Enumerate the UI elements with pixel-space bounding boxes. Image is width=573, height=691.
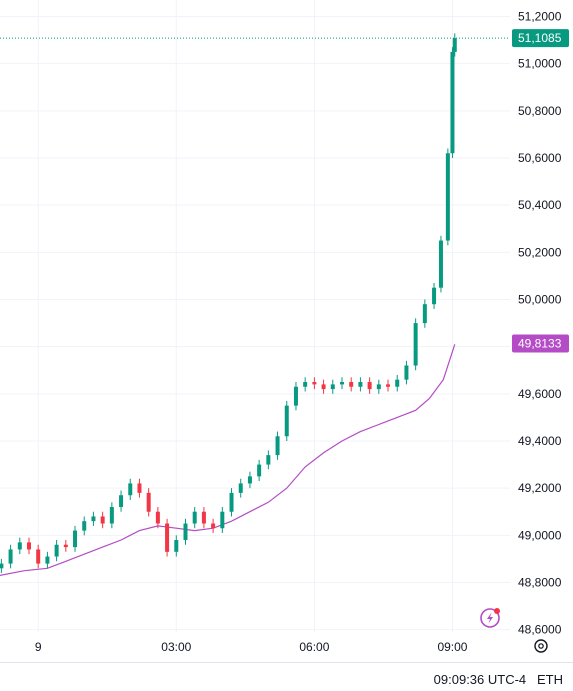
candle-body: [452, 38, 457, 52]
candle-body: [45, 556, 50, 564]
y-tick-label: 50,2000: [518, 245, 562, 259]
candle-body: [73, 530, 78, 548]
lightning-icon[interactable]: [480, 608, 500, 628]
candle-body: [438, 240, 443, 288]
candle-body: [358, 382, 363, 387]
candle-body: [422, 304, 427, 324]
y-tick-label: 51,2000: [518, 10, 562, 24]
candle-body: [349, 382, 354, 387]
candle-body: [192, 511, 197, 524]
x-tick-label: 06:00: [299, 640, 329, 654]
candle-body: [119, 495, 124, 508]
candle-body: [128, 483, 133, 496]
candle-body: [247, 476, 252, 484]
candle-body: [54, 544, 59, 557]
candle-body: [404, 365, 409, 380]
clock-time: 09:09:36 UTC-4: [433, 672, 527, 687]
candle-body: [201, 511, 206, 524]
x-tick-label: 03:00: [161, 640, 191, 654]
candle-body: [229, 492, 234, 512]
candle-body: [100, 516, 105, 524]
y-tick-label: 50,0000: [518, 292, 562, 306]
price-chart[interactable]: 51,2000 51,0000 50,8000 50,6000 50,4000 50,20…: [0, 0, 573, 662]
candle-body: [109, 507, 114, 524]
candle-body: [376, 384, 381, 390]
session-label: ETH: [537, 672, 563, 687]
candle-body: [395, 379, 400, 387]
last-price-badge-text: 51,1085: [518, 31, 562, 45]
moving-average-badge: [512, 334, 569, 353]
candle-body: [312, 382, 317, 385]
candle-body: [386, 384, 391, 387]
moving-average-badge-text: 49,8133: [518, 337, 562, 351]
y-tick-label: 48,8000: [518, 575, 562, 589]
y-tick-label: 50,4000: [518, 198, 562, 212]
candle-body: [146, 492, 151, 512]
candle-body: [91, 516, 96, 522]
candle-body: [257, 464, 262, 477]
y-tick-label: 49,6000: [518, 387, 562, 401]
candle-body: [275, 436, 280, 456]
y-tick-label: 48,6000: [518, 623, 562, 637]
candle-body: [303, 382, 308, 387]
y-tick-label: 49,0000: [518, 528, 562, 542]
candle-body: [266, 455, 271, 465]
y-tick-label: 49,2000: [518, 481, 562, 495]
y-tick-label: 51,0000: [518, 57, 562, 71]
candle-body: [8, 549, 13, 564]
y-tick-label: 50,8000: [518, 104, 562, 118]
gear-icon[interactable]: [534, 639, 548, 653]
y-tick-label: 50,6000: [518, 151, 562, 165]
candle-body: [0, 563, 4, 569]
moving-average-line: [0, 344, 456, 576]
candle-body: [413, 323, 418, 366]
candle-body: [82, 521, 87, 531]
candle-body: [367, 382, 372, 390]
candle-body: [211, 523, 216, 529]
candle-body: [284, 405, 289, 437]
y-tick-label: 49,4000: [518, 434, 562, 448]
candle-body: [330, 384, 335, 390]
candle-body: [155, 511, 160, 524]
candle-body: [63, 544, 68, 548]
candle-body: [26, 542, 31, 550]
candle-body: [432, 287, 437, 305]
candle-body: [293, 386, 298, 406]
candle-body: [445, 153, 450, 241]
last-price-badge: [512, 29, 569, 48]
candle-body: [36, 549, 41, 564]
x-tick-label: 09:00: [437, 640, 467, 654]
candle-body: [17, 542, 22, 550]
candle-body: [321, 384, 326, 390]
candle-body: [220, 511, 225, 529]
status-bar: 09:09:36 UTC-4 ETH: [0, 662, 573, 691]
candle-body: [183, 523, 188, 541]
candle-body: [450, 51, 455, 154]
candle-body: [174, 540, 179, 552]
clock-readout[interactable]: 09:09:36 UTC-4 ETH: [434, 672, 563, 687]
candle-body: [137, 483, 142, 493]
x-tick-label: 9: [35, 640, 42, 654]
candle-body: [238, 483, 243, 493]
candle-body: [165, 523, 170, 552]
candle-body: [339, 382, 344, 385]
